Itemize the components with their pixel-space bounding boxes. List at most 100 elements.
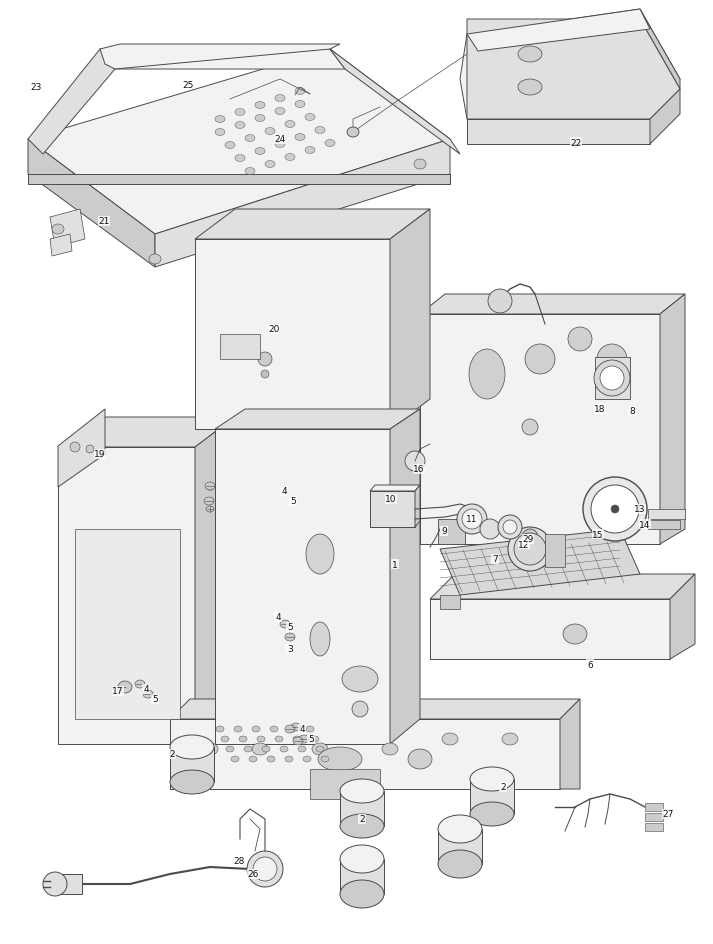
Ellipse shape	[249, 756, 257, 762]
Ellipse shape	[600, 366, 624, 391]
Ellipse shape	[591, 485, 639, 533]
Ellipse shape	[340, 845, 384, 873]
Polygon shape	[100, 45, 340, 70]
Ellipse shape	[170, 735, 214, 759]
Polygon shape	[600, 504, 635, 510]
Text: 19: 19	[94, 450, 106, 459]
Polygon shape	[390, 410, 420, 744]
Ellipse shape	[310, 622, 330, 656]
Ellipse shape	[270, 726, 278, 733]
Text: 29: 29	[523, 535, 534, 544]
Text: 26: 26	[247, 869, 259, 879]
Ellipse shape	[508, 528, 552, 571]
Text: 18: 18	[594, 405, 606, 414]
Ellipse shape	[470, 767, 514, 791]
Ellipse shape	[275, 95, 285, 102]
Ellipse shape	[261, 371, 269, 379]
Ellipse shape	[285, 756, 293, 762]
Ellipse shape	[226, 746, 234, 752]
Polygon shape	[370, 492, 415, 528]
Text: 3: 3	[287, 645, 293, 654]
Text: 4: 4	[299, 725, 305, 733]
Ellipse shape	[135, 681, 145, 688]
Polygon shape	[420, 295, 685, 314]
Ellipse shape	[225, 143, 235, 149]
Ellipse shape	[295, 89, 305, 95]
Ellipse shape	[518, 80, 542, 96]
Ellipse shape	[438, 851, 482, 878]
Polygon shape	[370, 485, 420, 492]
Ellipse shape	[408, 750, 432, 769]
Polygon shape	[467, 120, 650, 144]
Ellipse shape	[43, 872, 67, 896]
Ellipse shape	[215, 116, 225, 124]
Polygon shape	[100, 50, 345, 70]
Polygon shape	[50, 210, 85, 247]
Ellipse shape	[312, 743, 328, 755]
Ellipse shape	[234, 726, 242, 733]
Ellipse shape	[231, 756, 239, 762]
Polygon shape	[645, 823, 663, 831]
Ellipse shape	[568, 328, 592, 351]
Ellipse shape	[305, 147, 315, 154]
Ellipse shape	[235, 110, 245, 116]
Polygon shape	[467, 10, 650, 52]
Ellipse shape	[149, 255, 161, 264]
Ellipse shape	[252, 726, 260, 733]
Polygon shape	[28, 50, 115, 155]
Polygon shape	[648, 510, 685, 519]
Polygon shape	[28, 140, 155, 268]
Polygon shape	[170, 719, 560, 789]
Ellipse shape	[275, 142, 285, 148]
Text: 8: 8	[629, 407, 635, 416]
Text: 27: 27	[662, 810, 674, 818]
Polygon shape	[310, 769, 380, 800]
Ellipse shape	[352, 701, 368, 717]
Ellipse shape	[488, 290, 512, 313]
Text: 7: 7	[492, 555, 498, 564]
Text: 5: 5	[287, 623, 293, 632]
Ellipse shape	[611, 505, 619, 514]
Text: 16: 16	[414, 465, 425, 474]
Text: 20: 20	[268, 325, 279, 334]
Ellipse shape	[470, 802, 514, 826]
Polygon shape	[215, 410, 420, 430]
Ellipse shape	[118, 682, 132, 693]
Polygon shape	[195, 417, 235, 744]
Polygon shape	[220, 334, 260, 360]
Ellipse shape	[86, 446, 94, 453]
Ellipse shape	[267, 756, 275, 762]
Text: 6: 6	[587, 660, 593, 668]
Polygon shape	[440, 596, 460, 610]
Ellipse shape	[70, 443, 80, 452]
Polygon shape	[650, 90, 680, 144]
Polygon shape	[215, 430, 390, 744]
Ellipse shape	[262, 746, 270, 752]
Ellipse shape	[170, 770, 214, 794]
Ellipse shape	[255, 115, 265, 123]
Polygon shape	[467, 20, 680, 120]
Ellipse shape	[252, 743, 268, 755]
Ellipse shape	[315, 127, 325, 134]
Text: 5: 5	[308, 734, 314, 744]
Ellipse shape	[216, 726, 224, 733]
Text: 25: 25	[183, 80, 194, 90]
Polygon shape	[438, 519, 465, 545]
Polygon shape	[440, 530, 640, 596]
Ellipse shape	[280, 620, 290, 629]
Ellipse shape	[303, 756, 311, 762]
Ellipse shape	[514, 533, 546, 565]
Ellipse shape	[285, 154, 295, 161]
Ellipse shape	[305, 114, 315, 122]
Ellipse shape	[306, 726, 314, 733]
Ellipse shape	[597, 345, 627, 375]
Polygon shape	[58, 417, 235, 447]
Ellipse shape	[340, 814, 384, 838]
Text: 4: 4	[281, 487, 287, 496]
Polygon shape	[55, 874, 82, 894]
Ellipse shape	[215, 129, 225, 136]
Ellipse shape	[502, 733, 518, 745]
Ellipse shape	[518, 47, 542, 63]
Ellipse shape	[285, 122, 295, 128]
Ellipse shape	[202, 743, 218, 755]
